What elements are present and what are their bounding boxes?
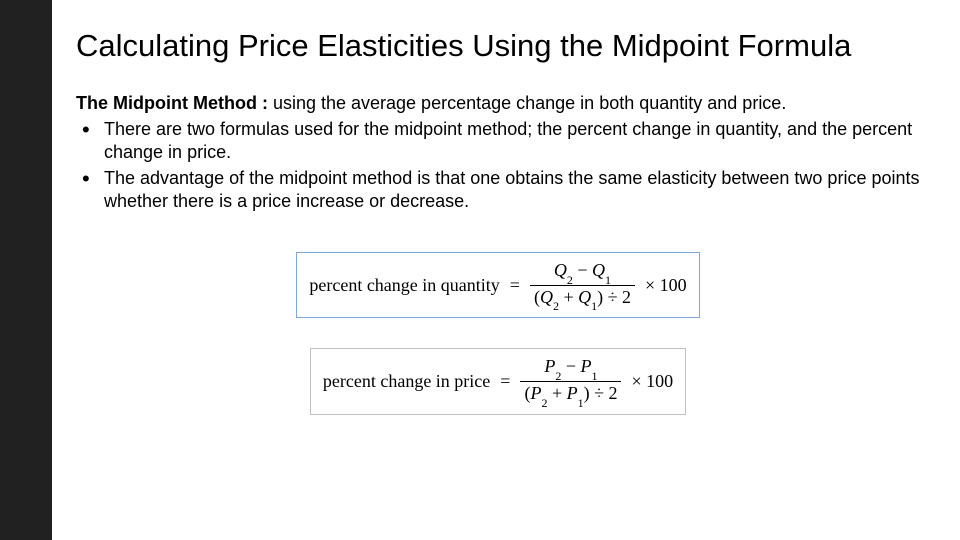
denominator: (P2 + P1) ÷ 2 — [520, 382, 621, 408]
list-item: There are two formulas used for the midp… — [104, 118, 920, 163]
slide-title: Calculating Price Elasticities Using the… — [76, 28, 920, 64]
formula-label: percent change in price — [323, 372, 490, 390]
bullet-list: There are two formulas used for the midp… — [76, 118, 920, 212]
fraction: P2 − P1 (P2 + P1) ÷ 2 — [520, 355, 621, 407]
equals-sign: = — [510, 276, 520, 294]
numerator: Q2 − Q1 — [550, 259, 615, 285]
slide-content: Calculating Price Elasticities Using the… — [52, 0, 960, 540]
tail: × 100 — [645, 276, 687, 294]
left-accent-bar — [0, 0, 52, 540]
formula-quantity: percent change in quantity = Q2 − Q1 (Q2… — [296, 252, 699, 318]
lead-bold: The Midpoint Method : — [76, 93, 268, 113]
fraction: Q2 − Q1 (Q2 + Q1) ÷ 2 — [530, 259, 635, 311]
equals-sign: = — [500, 372, 510, 390]
denominator: (Q2 + Q1) ÷ 2 — [530, 286, 635, 312]
lead-rest: using the average percentage change in b… — [268, 93, 786, 113]
formula-area: percent change in quantity = Q2 − Q1 (Q2… — [76, 252, 920, 414]
slide: Calculating Price Elasticities Using the… — [0, 0, 960, 540]
formula-label: percent change in quantity — [309, 276, 499, 294]
list-item: The advantage of the midpoint method is … — [104, 167, 920, 212]
tail: × 100 — [631, 372, 673, 390]
lead-paragraph: The Midpoint Method : using the average … — [76, 92, 920, 115]
formula-price: percent change in price = P2 − P1 (P2 + … — [310, 348, 686, 414]
numerator: P2 − P1 — [540, 355, 601, 381]
